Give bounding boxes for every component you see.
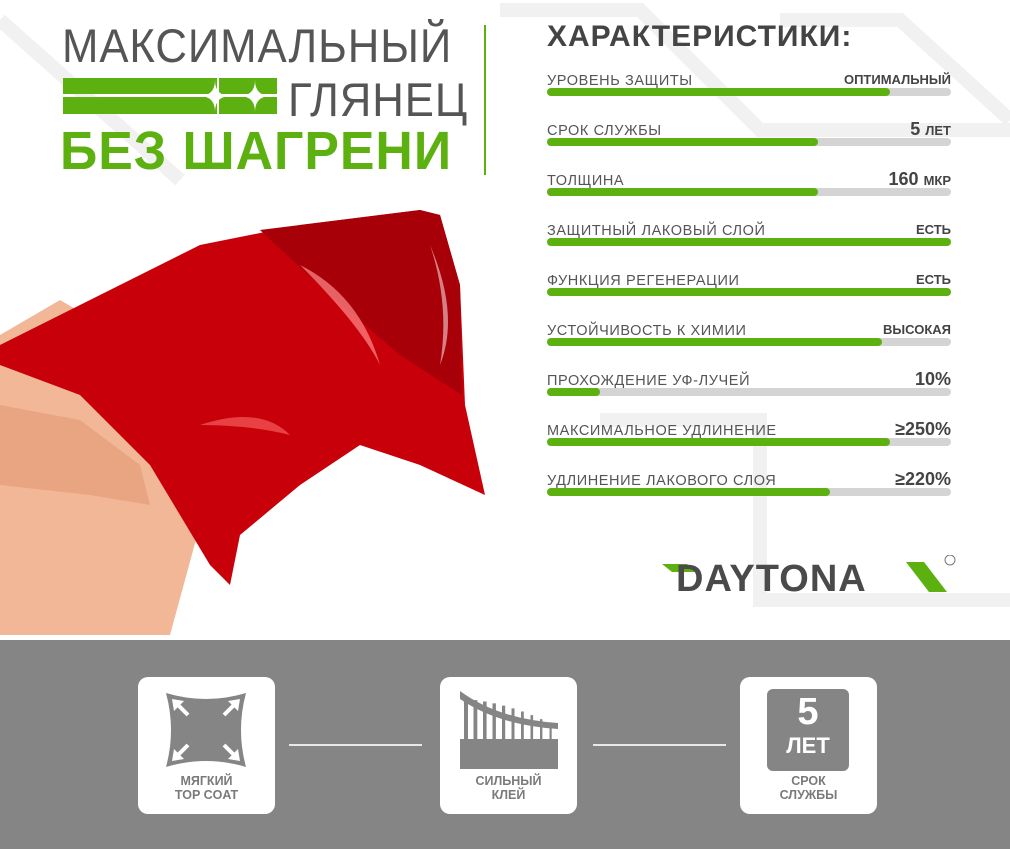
spec-bar-fill (547, 488, 830, 496)
spec-value-number: ≥220% (895, 469, 951, 489)
spec-value-unit: МКР (923, 173, 951, 188)
spec-label: ФУНКЦИЯ РЕГЕНЕРАЦИИ (547, 273, 740, 289)
spec-bar-track (547, 188, 951, 196)
spec-label: ЗАЩИТНЫЙ ЛАКОВЫЙ СЛОЙ (547, 223, 766, 239)
headline-line3: БЕЗ ШАГРЕНИ (60, 121, 453, 181)
spec-value: ОПТИМАЛЬНЫЙ (843, 72, 951, 87)
spec-bar-fill (547, 188, 818, 196)
spec-label: УРОВЕНЬ ЗАЩИТЫ (547, 73, 693, 89)
spec-bar-track (547, 338, 951, 346)
feature-label: СИЛЬНЫЙ (475, 774, 542, 788)
spec-label: УДЛИНЕНИЕ ЛАКОВОГО СЛОЯ (547, 473, 777, 489)
divider (484, 25, 486, 175)
spec-bar-track (547, 288, 951, 296)
spec-value: ЕСТЬ (915, 222, 951, 237)
spec-value: ≥220% (895, 469, 951, 490)
glue-strand (464, 699, 468, 741)
spec-label: СРОК СЛУЖБЫ (547, 123, 662, 139)
spec-bar-track (547, 438, 951, 446)
spec-bar-fill (547, 438, 891, 446)
spec-row: УРОВЕНЬ ЗАЩИТЫ ОПТИМАЛЬНЫЙ (547, 72, 951, 113)
daytona-logo: DAYTONA (662, 555, 956, 595)
badge-number: 5 (797, 691, 819, 733)
feature-label: КЛЕЙ (491, 788, 526, 802)
spec-value: 160 МКР (889, 169, 952, 190)
spec-row: ПРОХОЖДЕНИЕ УФ-ЛУЧЕЙ 10% (547, 369, 951, 413)
spec-value-number: 10% (914, 369, 951, 389)
spec-value-number: 160 (888, 169, 919, 189)
spec-bar-fill (547, 88, 891, 96)
glue-strand (530, 715, 534, 741)
spec-label: УСТОЙЧИВОСТЬ К ХИМИИ (547, 323, 747, 339)
spec-row: ФУНКЦИЯ РЕГЕНЕРАЦИИ ЕСТЬ (547, 272, 951, 313)
adhesive-icon (460, 691, 558, 769)
spec-value-number: 5 (910, 119, 921, 139)
spec-value-unit: ЛЕТ (925, 123, 951, 138)
specs-title: ХАРАКТЕРИСТИКИ: (547, 20, 853, 53)
glue-strand (540, 719, 543, 741)
glue-strand (521, 711, 524, 741)
spec-row: СРОК СЛУЖБЫ 5 ЛЕТ (547, 119, 951, 163)
spec-value: ЕСТЬ (915, 272, 951, 287)
feature-label: СРОК (791, 774, 826, 788)
spec-bar-track (547, 388, 951, 396)
badge-unit: ЛЕТ (786, 733, 830, 758)
spec-value-number: ≥250% (895, 419, 951, 439)
spec-bar-track (547, 488, 951, 496)
spec-value: ≥250% (895, 419, 951, 440)
spec-bar-fill (547, 138, 818, 146)
connector-line (593, 744, 726, 746)
spec-bar-fill (547, 288, 951, 296)
spec-bar-fill (547, 388, 600, 396)
spec-row: УДЛИНЕНИЕ ЛАКОВОГО СЛОЯ ≥220% (547, 469, 951, 513)
spec-bar-track (547, 238, 951, 246)
spec-label: ТОЛЩИНА (547, 173, 625, 189)
glue-strand (492, 703, 496, 741)
gloss-stripes-icon (63, 78, 277, 114)
spec-row: УСТОЙЧИВОСТЬ К ХИМИИ ВЫСОКАЯ (547, 322, 951, 363)
spec-bar-track (547, 88, 951, 96)
spec-row: ТОЛЩИНА 160 МКР (547, 169, 951, 213)
features-band: МЯГКИЙ TOP COAT СИЛЬНЫЙ КЛЕЙ 5 ЛЕТ СРОК СЛУ… (0, 640, 1010, 849)
headline-line1: МАКСИМАЛЬНЫЙ (62, 19, 453, 72)
glue-strand (549, 723, 552, 741)
feature-card-adhesive: СИЛЬНЫЙ КЛЕЙ (440, 677, 577, 814)
feature-label: TOP COAT (174, 788, 239, 802)
spec-value: 10% (915, 369, 951, 390)
glue-strand (473, 700, 478, 741)
spec-label: ПРОХОЖДЕНИЕ УФ-ЛУЧЕЙ (547, 373, 751, 389)
svg-text:DAYTONA: DAYTONA (676, 558, 867, 595)
badge-5-years-icon: 5 ЛЕТ (767, 689, 849, 771)
feature-label: МЯГКИЙ (180, 774, 233, 788)
red-film-photo (0, 210, 485, 635)
feature-card-soft-topcoat: МЯГКИЙ TOP COAT (138, 677, 275, 814)
glue-strand (483, 701, 487, 741)
soft-stretch-icon (166, 693, 246, 767)
spec-row: ЗАЩИТНЫЙ ЛАКОВЫЙ СЛОЙ ЕСТЬ (547, 222, 951, 263)
spec-label: МАКСИМАЛЬНОЕ УДЛИНЕНИЕ (547, 423, 777, 439)
connector-line (289, 744, 422, 746)
spec-value: ВЫСОКАЯ (883, 322, 951, 337)
spec-bar-track (547, 138, 951, 146)
glue-strand (511, 708, 515, 741)
headline-line2: ГЛЯНЕЦ (288, 73, 469, 126)
glue-strand (502, 705, 506, 741)
spec-row: МАКСИМАЛЬНОЕ УДЛИНЕНИЕ ≥250% (547, 419, 951, 463)
background-pattern (0, 3, 1010, 607)
spec-bar-fill (547, 238, 951, 246)
spec-bar-fill (547, 338, 883, 346)
spec-value: 5 ЛЕТ (910, 119, 951, 140)
feature-label: СЛУЖБЫ (779, 788, 838, 802)
feature-card-service-life: 5 ЛЕТ СРОК СЛУЖБЫ (740, 677, 877, 814)
